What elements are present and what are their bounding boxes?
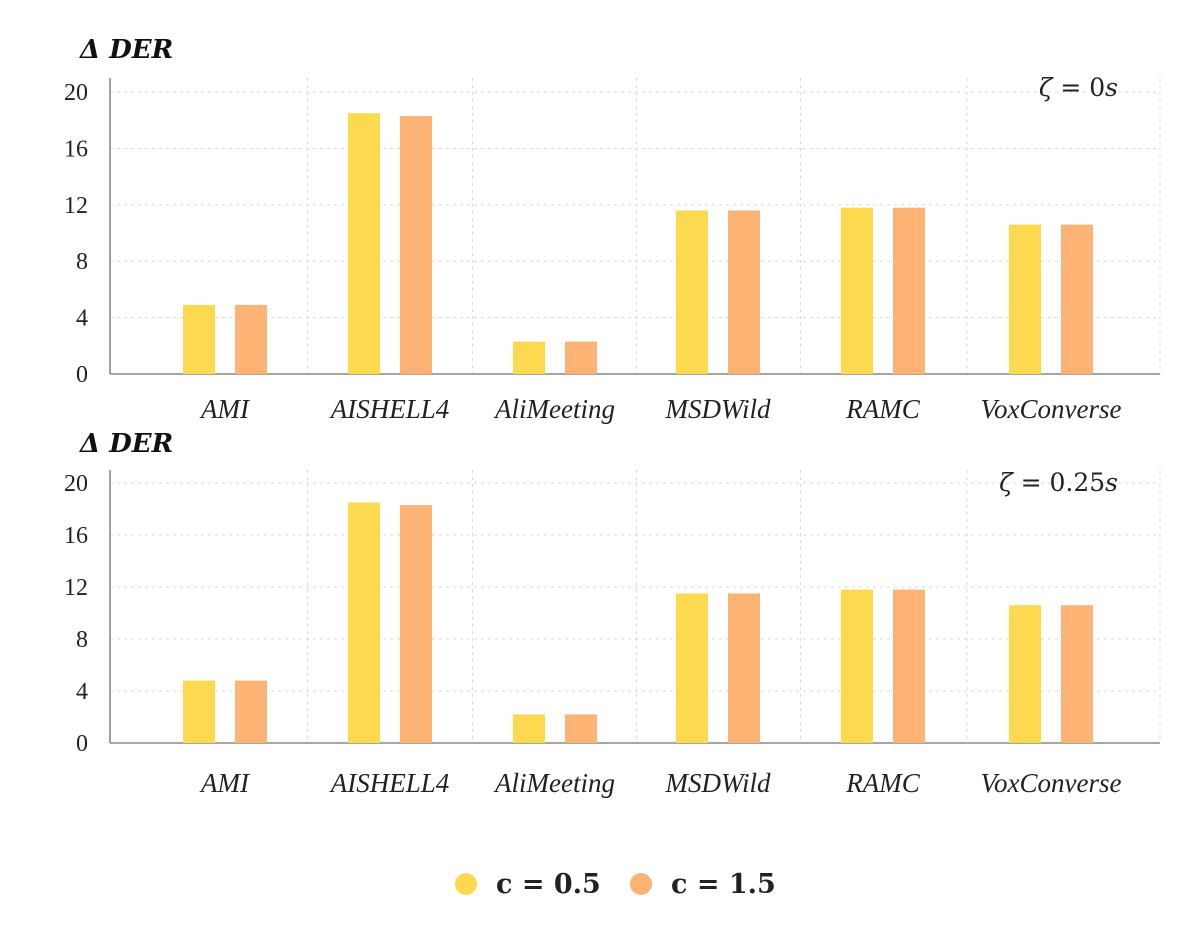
panel-annotation: ζ = 0.25s — [999, 468, 1118, 497]
bar-voxconverse-series-1 — [1009, 605, 1041, 743]
bar-ami-series-2 — [235, 304, 267, 374]
y-tick-label: 20 — [64, 80, 88, 106]
bar-ramc-series-1 — [841, 207, 873, 374]
bar-ramc-series-2 — [893, 207, 925, 374]
y-tick-label: 16 — [64, 136, 88, 162]
bar-alimeeting-series-1 — [513, 341, 545, 374]
legend-swatch — [455, 873, 477, 895]
x-category-label: MSDWild — [665, 768, 771, 798]
y-axis-title: Δ DER — [78, 35, 173, 65]
panel-annotation: ζ = 0s — [1039, 73, 1118, 102]
chart-panel-top: Δ DER 0 4 8 12 16 20 AMI AISHELL4 AliMeeting MSDWi… — [64, 35, 1161, 424]
bar-msdwild-series-1 — [676, 210, 708, 374]
bar-voxconverse-series-1 — [1009, 224, 1041, 374]
bar-voxconverse-series-2 — [1061, 605, 1093, 743]
legend-swatch — [630, 873, 652, 895]
y-tick-label: 0 — [76, 362, 88, 388]
bar-msdwild-series-1 — [676, 593, 708, 743]
bar-aishell4-series-2 — [400, 116, 432, 375]
legend-label: c = 0.5 — [496, 869, 601, 900]
y-axis-title: Δ DER — [78, 429, 173, 459]
y-tick-label: 4 — [76, 679, 88, 705]
x-category-label: RAMC — [845, 394, 920, 424]
y-tick-label: 0 — [76, 731, 88, 757]
y-tick-label: 4 — [76, 306, 88, 332]
legend: c = 0.5 c = 1.5 — [455, 869, 776, 900]
x-category-label: AISHELL4 — [329, 768, 450, 798]
x-category-label: MSDWild — [665, 394, 771, 424]
bar-msdwild-series-2 — [728, 593, 760, 743]
bar-ami-series-2 — [235, 680, 267, 743]
bar-alimeeting-series-1 — [513, 714, 545, 743]
bar-ami-series-1 — [183, 304, 215, 374]
y-tick-label: 8 — [76, 627, 88, 653]
bar-voxconverse-series-2 — [1061, 224, 1093, 374]
x-category-label: AliMeeting — [493, 768, 615, 798]
bar-alimeeting-series-2 — [565, 341, 597, 374]
x-category-label: AliMeeting — [493, 394, 615, 424]
x-category-label: AMI — [199, 394, 251, 424]
y-tick-label: 12 — [64, 575, 88, 601]
bar-ami-series-1 — [183, 680, 215, 743]
bar-aishell4-series-1 — [348, 502, 380, 743]
x-category-label: AMI — [199, 768, 251, 798]
y-tick-label: 12 — [64, 193, 88, 219]
bar-aishell4-series-2 — [400, 505, 432, 743]
y-tick-label: 8 — [76, 249, 88, 275]
x-category-label: AISHELL4 — [329, 394, 450, 424]
legend-label: c = 1.5 — [671, 869, 776, 900]
bar-ramc-series-2 — [893, 589, 925, 743]
x-category-label: RAMC — [845, 768, 920, 798]
y-tick-label: 16 — [64, 523, 88, 549]
x-category-label: VoxConverse — [981, 394, 1122, 424]
x-category-label: VoxConverse — [981, 768, 1122, 798]
bar-aishell4-series-1 — [348, 113, 380, 374]
y-tick-label: 20 — [64, 471, 88, 497]
bar-ramc-series-1 — [841, 589, 873, 743]
chart-panel-bottom: Δ DER 0 4 8 12 16 20 AMI AISHELL4 AliMeeting MSDWi… — [64, 429, 1161, 798]
bar-msdwild-series-2 — [728, 210, 760, 374]
bar-alimeeting-series-2 — [565, 714, 597, 743]
